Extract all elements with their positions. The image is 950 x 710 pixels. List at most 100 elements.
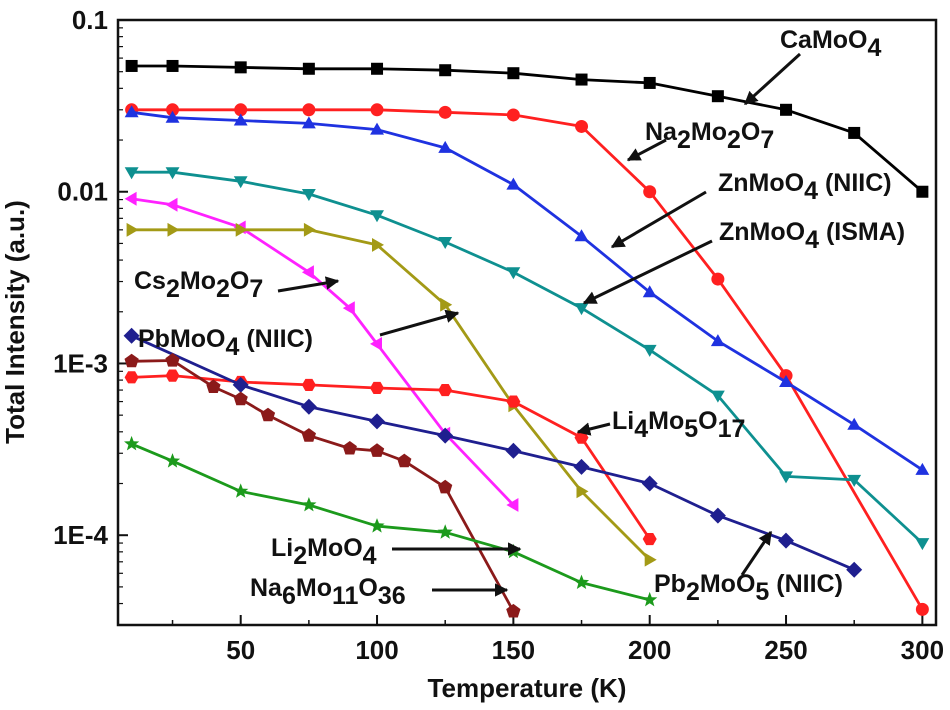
x-tick-label: 200 bbox=[628, 635, 671, 665]
label-text: (NIIC) bbox=[239, 325, 313, 353]
data-point bbox=[779, 471, 793, 484]
data-point bbox=[300, 398, 317, 415]
annotation-arrow bbox=[610, 190, 707, 249]
data-point bbox=[575, 73, 588, 86]
data-point bbox=[124, 435, 140, 451]
series-camoo4 bbox=[125, 59, 929, 198]
annotation-label: Na6Mo11O36 bbox=[250, 574, 406, 610]
x-tick-label: 100 bbox=[355, 635, 398, 665]
subscript: 2 bbox=[166, 275, 180, 303]
series-li2moo4 bbox=[124, 435, 658, 607]
data-point bbox=[778, 532, 794, 549]
label-text: Li bbox=[271, 534, 293, 562]
subscript: 7 bbox=[760, 126, 774, 154]
series-pb2moo5-niic bbox=[123, 327, 863, 578]
subscript: 2 bbox=[293, 542, 307, 570]
subscript: 4 bbox=[868, 34, 882, 62]
data-point bbox=[370, 337, 382, 351]
data-point bbox=[372, 238, 384, 252]
annotation-arrow bbox=[626, 138, 667, 162]
data-point bbox=[439, 64, 452, 77]
subscript: 2 bbox=[686, 578, 700, 606]
label-text: PbMoO bbox=[138, 325, 226, 353]
annotation-na6: Na6Mo11O36 bbox=[250, 574, 509, 610]
label-text: Li bbox=[612, 407, 634, 435]
data-point bbox=[779, 375, 793, 387]
x-tick-label: 50 bbox=[226, 635, 255, 665]
label-text: O bbox=[741, 118, 760, 146]
data-point bbox=[846, 561, 863, 578]
data-point bbox=[576, 484, 589, 499]
subscript: 17 bbox=[718, 415, 746, 443]
data-point bbox=[915, 538, 930, 551]
data-point bbox=[303, 222, 316, 237]
y-axis-label: Total Intensity (a.u.) bbox=[0, 200, 30, 444]
subscript: 5 bbox=[755, 578, 769, 606]
data-point bbox=[370, 103, 384, 117]
data-point bbox=[164, 453, 181, 468]
subscript: 4 bbox=[363, 542, 377, 570]
data-point bbox=[847, 417, 862, 430]
series-line bbox=[131, 197, 515, 506]
annotation-znniic: ZnMoO4 (NIIC) bbox=[610, 169, 892, 249]
data-point bbox=[124, 105, 139, 118]
y-tick-label: 0.01 bbox=[57, 177, 108, 207]
label-text: Pb bbox=[654, 570, 686, 598]
data-point bbox=[440, 297, 453, 312]
series-line bbox=[131, 108, 924, 611]
data-point bbox=[301, 116, 316, 129]
annotation-arrow bbox=[576, 422, 611, 436]
data-point bbox=[506, 603, 521, 618]
data-point bbox=[709, 507, 726, 524]
annotation-label: Li2MoO4 bbox=[271, 534, 377, 570]
data-point bbox=[125, 59, 138, 72]
data-point bbox=[302, 62, 315, 75]
data-point bbox=[573, 574, 590, 589]
data-point bbox=[438, 384, 453, 397]
data-point bbox=[397, 453, 412, 468]
x-tick-label: 300 bbox=[901, 635, 944, 665]
data-point bbox=[166, 59, 179, 72]
data-point bbox=[260, 407, 276, 422]
data-point bbox=[711, 272, 725, 286]
data-point bbox=[780, 103, 793, 116]
data-point bbox=[233, 176, 248, 189]
x-tick-label: 150 bbox=[492, 635, 535, 665]
subscript: 4 bbox=[226, 333, 240, 361]
data-point bbox=[165, 110, 180, 123]
label-text: (NIIC) bbox=[818, 169, 892, 197]
data-point bbox=[915, 602, 929, 616]
data-point bbox=[123, 327, 140, 344]
data-point bbox=[506, 108, 520, 122]
label-text: MoO bbox=[307, 534, 363, 562]
data-point bbox=[302, 103, 316, 117]
subscript: 4 bbox=[805, 226, 819, 254]
data-point bbox=[573, 458, 590, 475]
data-point bbox=[342, 441, 357, 455]
annotation-arrow bbox=[743, 52, 802, 106]
annotation-znisma: ZnMoO4 (ISMA) bbox=[582, 218, 905, 305]
annotation-label: Pb2MoO5 (NIIC) bbox=[654, 570, 843, 606]
data-point bbox=[369, 413, 385, 430]
annotation-label: ZnMoO4 (NIIC) bbox=[718, 169, 892, 205]
label-text: Mo bbox=[180, 267, 216, 295]
data-point bbox=[369, 518, 385, 533]
data-series bbox=[123, 59, 930, 618]
data-point bbox=[575, 119, 589, 133]
data-point bbox=[642, 591, 658, 607]
data-point bbox=[232, 376, 249, 393]
label-text: Mo bbox=[691, 118, 727, 146]
series-znmoo4-isma bbox=[124, 167, 930, 551]
data-point bbox=[301, 428, 316, 442]
data-point bbox=[301, 497, 317, 512]
data-point bbox=[574, 303, 589, 316]
annotation-label: PbMoO4 (NIIC) bbox=[138, 325, 313, 361]
data-point bbox=[370, 122, 384, 135]
subscript: 2 bbox=[216, 275, 230, 303]
data-point bbox=[915, 462, 930, 475]
data-point bbox=[710, 390, 725, 403]
annotation-arrow bbox=[379, 309, 460, 337]
data-point bbox=[848, 126, 861, 139]
